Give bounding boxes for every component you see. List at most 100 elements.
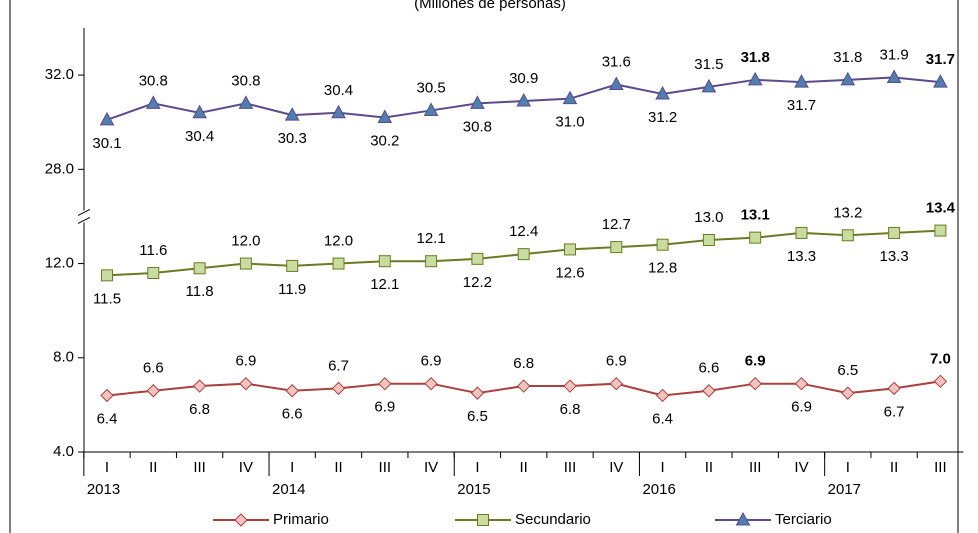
data-label: 7.0: [930, 350, 951, 367]
chart-frame: [9, 0, 959, 533]
marker: [656, 238, 669, 251]
marker: [886, 69, 902, 83]
data-label: 30.3: [278, 130, 307, 147]
data-label: 13.3: [879, 248, 908, 265]
marker: [377, 109, 393, 124]
marker: [933, 374, 948, 389]
marker: [562, 90, 578, 105]
marker: [887, 381, 901, 396]
data-label: 31.8: [741, 49, 770, 66]
data-label: 31.2: [648, 109, 677, 126]
marker: [747, 71, 763, 86]
marker: [192, 379, 207, 393]
data-label: 31.0: [555, 114, 584, 131]
marker: [655, 388, 670, 403]
marker: [701, 78, 717, 93]
x-tick-label: I: [846, 459, 850, 476]
axis-break: [77, 208, 91, 216]
x-tick-label: II: [890, 459, 898, 476]
marker: [99, 111, 115, 126]
data-label: 6.5: [467, 408, 488, 425]
year-label: 2014: [272, 481, 305, 498]
data-label: 6.9: [235, 353, 256, 370]
marker: [470, 95, 485, 109]
marker: [563, 379, 577, 393]
data-label: 6.4: [97, 410, 118, 427]
marker: [192, 104, 207, 119]
data-label: 30.5: [416, 79, 445, 96]
x-tick-label: I: [475, 459, 479, 476]
marker: [378, 376, 392, 391]
data-label: 12.4: [509, 223, 538, 240]
marker: [702, 234, 715, 246]
data-label: 6.5: [837, 362, 858, 379]
x-tick-label: II: [334, 459, 342, 476]
x-tick-label: IV: [239, 459, 253, 476]
x-tick-label: III: [564, 459, 577, 476]
marker: [888, 226, 901, 239]
marker: [332, 257, 345, 270]
data-label: 13.3: [787, 248, 816, 265]
marker: [378, 255, 391, 268]
axis-break: [77, 216, 91, 224]
data-label: 11.9: [278, 281, 306, 298]
x-tick-label: I: [105, 459, 109, 476]
marker: [749, 231, 762, 244]
data-label: 12.1: [416, 230, 445, 247]
data-label: 6.8: [513, 355, 534, 372]
data-label: 6.6: [143, 360, 164, 377]
marker: [841, 386, 855, 400]
data-label: 30.4: [324, 82, 353, 99]
data-label: 6.9: [374, 399, 395, 416]
data-label: 6.9: [791, 399, 812, 416]
legend-label: Primario: [273, 511, 329, 528]
data-label: 30.8: [139, 72, 168, 89]
marker: [470, 386, 485, 400]
data-label: 30.8: [463, 118, 492, 135]
data-label: 12.0: [324, 233, 353, 250]
marker: [841, 229, 854, 242]
data-label: 13.0: [694, 209, 723, 226]
chart-subtitle: (Millones de personas): [414, 0, 566, 12]
x-tick-label: III: [379, 459, 392, 476]
data-label: 12.0: [231, 233, 260, 250]
marker: [423, 102, 439, 116]
x-tick-label: III: [193, 459, 206, 476]
year-label: 2017: [828, 481, 861, 498]
x-tick-label: III: [934, 459, 947, 476]
marker: [517, 248, 530, 261]
legend-label: Secundario: [515, 511, 591, 528]
marker: [471, 252, 484, 265]
data-label: 12.8: [648, 260, 677, 277]
marker: [608, 76, 624, 91]
marker: [702, 384, 716, 398]
data-label: 31.7: [787, 97, 816, 114]
data-label: 11.6: [139, 242, 167, 259]
marker: [145, 95, 161, 109]
marker: [284, 107, 300, 121]
marker: [516, 379, 531, 393]
data-label: 6.9: [606, 353, 627, 370]
marker: [794, 376, 809, 391]
data-label: 12.2: [463, 274, 492, 291]
marker: [238, 95, 254, 109]
data-label: 31.8: [833, 49, 862, 66]
x-tick-label: IV: [424, 459, 438, 476]
year-label: 2016: [642, 481, 675, 498]
data-label: 6.6: [282, 406, 303, 423]
marker: [286, 259, 299, 272]
marker: [101, 269, 113, 282]
y-tick-label: 4.0: [53, 443, 74, 460]
data-label: 30.2: [370, 132, 399, 149]
data-label: 12.1: [370, 276, 399, 293]
marker: [609, 376, 624, 391]
marker: [516, 92, 532, 107]
marker: [610, 241, 623, 254]
data-label: 30.8: [231, 72, 260, 89]
y-tick-label: 8.0: [53, 349, 74, 366]
data-label: 6.8: [189, 401, 210, 418]
marker: [655, 85, 670, 100]
data-label: 6.7: [884, 403, 905, 420]
marker: [933, 74, 948, 88]
